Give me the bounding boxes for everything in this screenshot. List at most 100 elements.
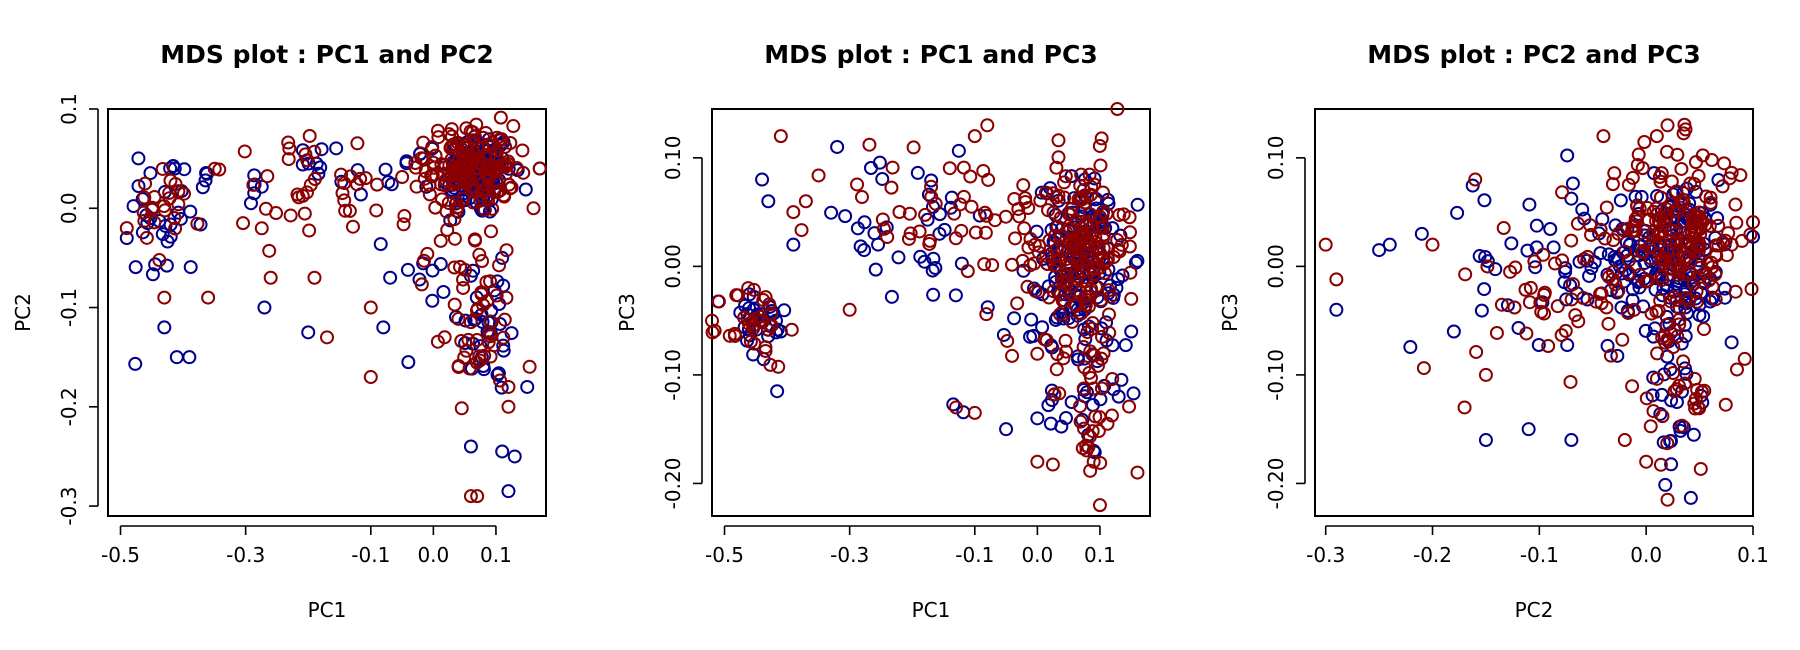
data-point-series-1 xyxy=(1078,332,1093,347)
data-point-series-2 xyxy=(1676,126,1691,141)
data-point-series-2 xyxy=(1632,267,1647,282)
data-point-series-2 xyxy=(162,185,177,200)
data-point-series-2 xyxy=(1101,283,1116,298)
data-point-series-2 xyxy=(1062,207,1077,222)
data-point-series-2 xyxy=(1458,267,1473,282)
y-tick-label: -0.1 xyxy=(57,288,81,327)
data-point-series-2 xyxy=(1012,209,1027,224)
data-point-series-2 xyxy=(1114,237,1129,252)
data-point-series-2 xyxy=(978,225,993,240)
data-point-series-2 xyxy=(1011,201,1026,216)
data-point-series-1 xyxy=(932,226,947,241)
data-point-series-2 xyxy=(1078,298,1093,313)
data-point-series-2 xyxy=(473,193,488,208)
data-point-series-2 xyxy=(1536,247,1551,262)
data-point-series-1 xyxy=(1664,457,1679,472)
x-axis-label: PC2 xyxy=(1515,598,1554,622)
data-point-series-2 xyxy=(876,221,891,236)
data-point-series-2 xyxy=(426,155,441,170)
data-point-series-2 xyxy=(1049,362,1064,377)
data-point-series-1 xyxy=(295,157,310,172)
data-point-series-2 xyxy=(474,285,489,300)
y-tick-label: -0.10 xyxy=(661,349,685,401)
data-point-series-2 xyxy=(875,212,890,227)
data-point-series-2 xyxy=(1073,399,1088,414)
data-point-series-2 xyxy=(1571,314,1586,329)
data-point-series-1 xyxy=(128,356,143,371)
data-point-series-1 xyxy=(1130,253,1145,268)
data-point-series-2 xyxy=(1084,180,1099,195)
data-point-series-2 xyxy=(470,333,485,348)
x-tick-label: 0.1 xyxy=(1084,543,1116,567)
data-point-series-2 xyxy=(963,169,978,184)
data-point-series-2 xyxy=(138,176,153,191)
data-point-series-2 xyxy=(489,288,504,303)
data-point-series-1 xyxy=(329,141,344,156)
data-point-series-2 xyxy=(1547,256,1562,271)
data-point-series-1 xyxy=(183,260,198,275)
data-point-series-2 xyxy=(1070,269,1085,284)
data-point-series-2 xyxy=(1076,340,1091,355)
data-point-series-2 xyxy=(1005,348,1020,363)
data-point-series-2 xyxy=(1678,234,1693,249)
data-point-series-2 xyxy=(1055,293,1070,308)
data-point-series-2 xyxy=(1507,300,1522,315)
data-point-series-2 xyxy=(1090,358,1105,373)
data-point-series-1 xyxy=(1477,282,1492,297)
data-point-series-2 xyxy=(463,315,478,330)
data-point-series-1 xyxy=(946,397,961,412)
data-point-series-2 xyxy=(450,199,465,214)
data-point-series-2 xyxy=(1083,207,1098,222)
data-point-series-1 xyxy=(1564,433,1579,448)
data-point-series-2 xyxy=(1669,232,1684,247)
data-point-series-2 xyxy=(1068,283,1083,298)
y-axis: -0.20 -0.10 0.00 0.10 xyxy=(661,136,703,509)
data-point-series-2 xyxy=(493,110,508,125)
data-point-series-2 xyxy=(1103,289,1118,304)
data-point-series-2 xyxy=(727,328,742,343)
data-point-series-2 xyxy=(1071,192,1086,207)
data-point-series-2 xyxy=(1708,267,1723,282)
data-point-series-2 xyxy=(260,169,275,184)
data-point-series-2 xyxy=(334,167,349,182)
data-point-series-2 xyxy=(236,216,251,231)
data-point-series-2 xyxy=(499,290,514,305)
data-point-series-2 xyxy=(483,314,498,329)
chart-title: MDS plot : PC1 and PC3 xyxy=(764,40,1097,69)
data-point-series-2 xyxy=(472,349,487,364)
data-point-series-2 xyxy=(1008,231,1023,246)
data-point-series-2 xyxy=(342,203,357,218)
data-point-series-1 xyxy=(376,320,391,335)
data-point-series-2 xyxy=(1554,328,1569,343)
data-point-series-1 xyxy=(853,239,868,254)
data-point-series-2 xyxy=(1519,326,1534,341)
data-point-series-2 xyxy=(1694,384,1709,399)
data-point-series-2 xyxy=(763,319,778,334)
data-point-series-2 xyxy=(428,200,443,215)
data-point-series-2 xyxy=(1478,367,1493,382)
data-point-series-2 xyxy=(1075,265,1090,280)
data-point-series-2 xyxy=(947,206,962,221)
x-tick-label: -0.5 xyxy=(705,543,744,567)
data-point-series-2 xyxy=(1016,178,1031,193)
data-point-series-2 xyxy=(1523,280,1538,295)
data-point-series-2 xyxy=(1617,433,1632,448)
data-point-series-2 xyxy=(363,300,378,315)
data-point-series-2 xyxy=(1527,254,1542,269)
data-point-series-2 xyxy=(949,400,964,415)
data-point-series-2 xyxy=(1570,216,1585,231)
data-point-series-1 xyxy=(868,262,883,277)
data-point-series-2 xyxy=(1088,409,1103,424)
data-point-series-2 xyxy=(998,209,1013,224)
data-point-series-2 xyxy=(1660,144,1675,159)
data-point-series-2 xyxy=(1081,237,1096,252)
data-point-series-2 xyxy=(350,177,365,192)
x-tick-label: -0.1 xyxy=(351,543,390,567)
data-point-series-2 xyxy=(1663,255,1678,270)
data-points xyxy=(705,102,1145,513)
data-point-series-2 xyxy=(1092,498,1107,513)
data-point-series-2 xyxy=(1083,463,1098,478)
data-point-series-2 xyxy=(307,270,322,285)
data-point-series-1 xyxy=(1674,336,1689,351)
data-point-series-1 xyxy=(373,237,388,252)
